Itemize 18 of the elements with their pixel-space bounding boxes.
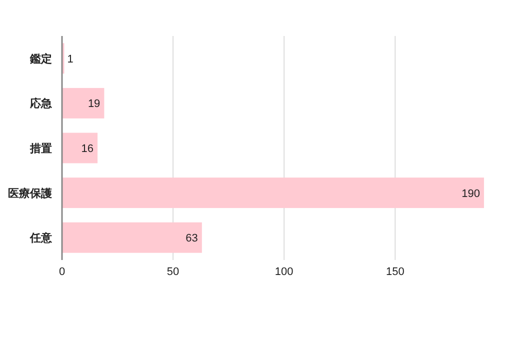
data-label: 190 [462,188,480,200]
y-tick-label: 鑑定 [29,52,52,66]
y-tick-label: 任意 [29,232,53,245]
x-tick-label: 50 [166,266,180,278]
bar [62,88,104,118]
x-tick-label: 150 [386,266,404,278]
data-label: 19 [88,98,100,110]
bar [62,178,484,208]
x-tick-label: 0 [58,266,66,278]
x-tick-label: 100 [274,266,294,278]
y-tick-label: 応急 [29,97,53,110]
bar [62,132,98,164]
y-tick-label: 医療保護 [8,186,52,200]
data-label: 1 [67,53,74,66]
data-label: 16 [81,143,94,155]
data-label: 63 [186,232,198,245]
y-tick-label: 措置 [29,142,52,155]
bar [62,222,202,253]
